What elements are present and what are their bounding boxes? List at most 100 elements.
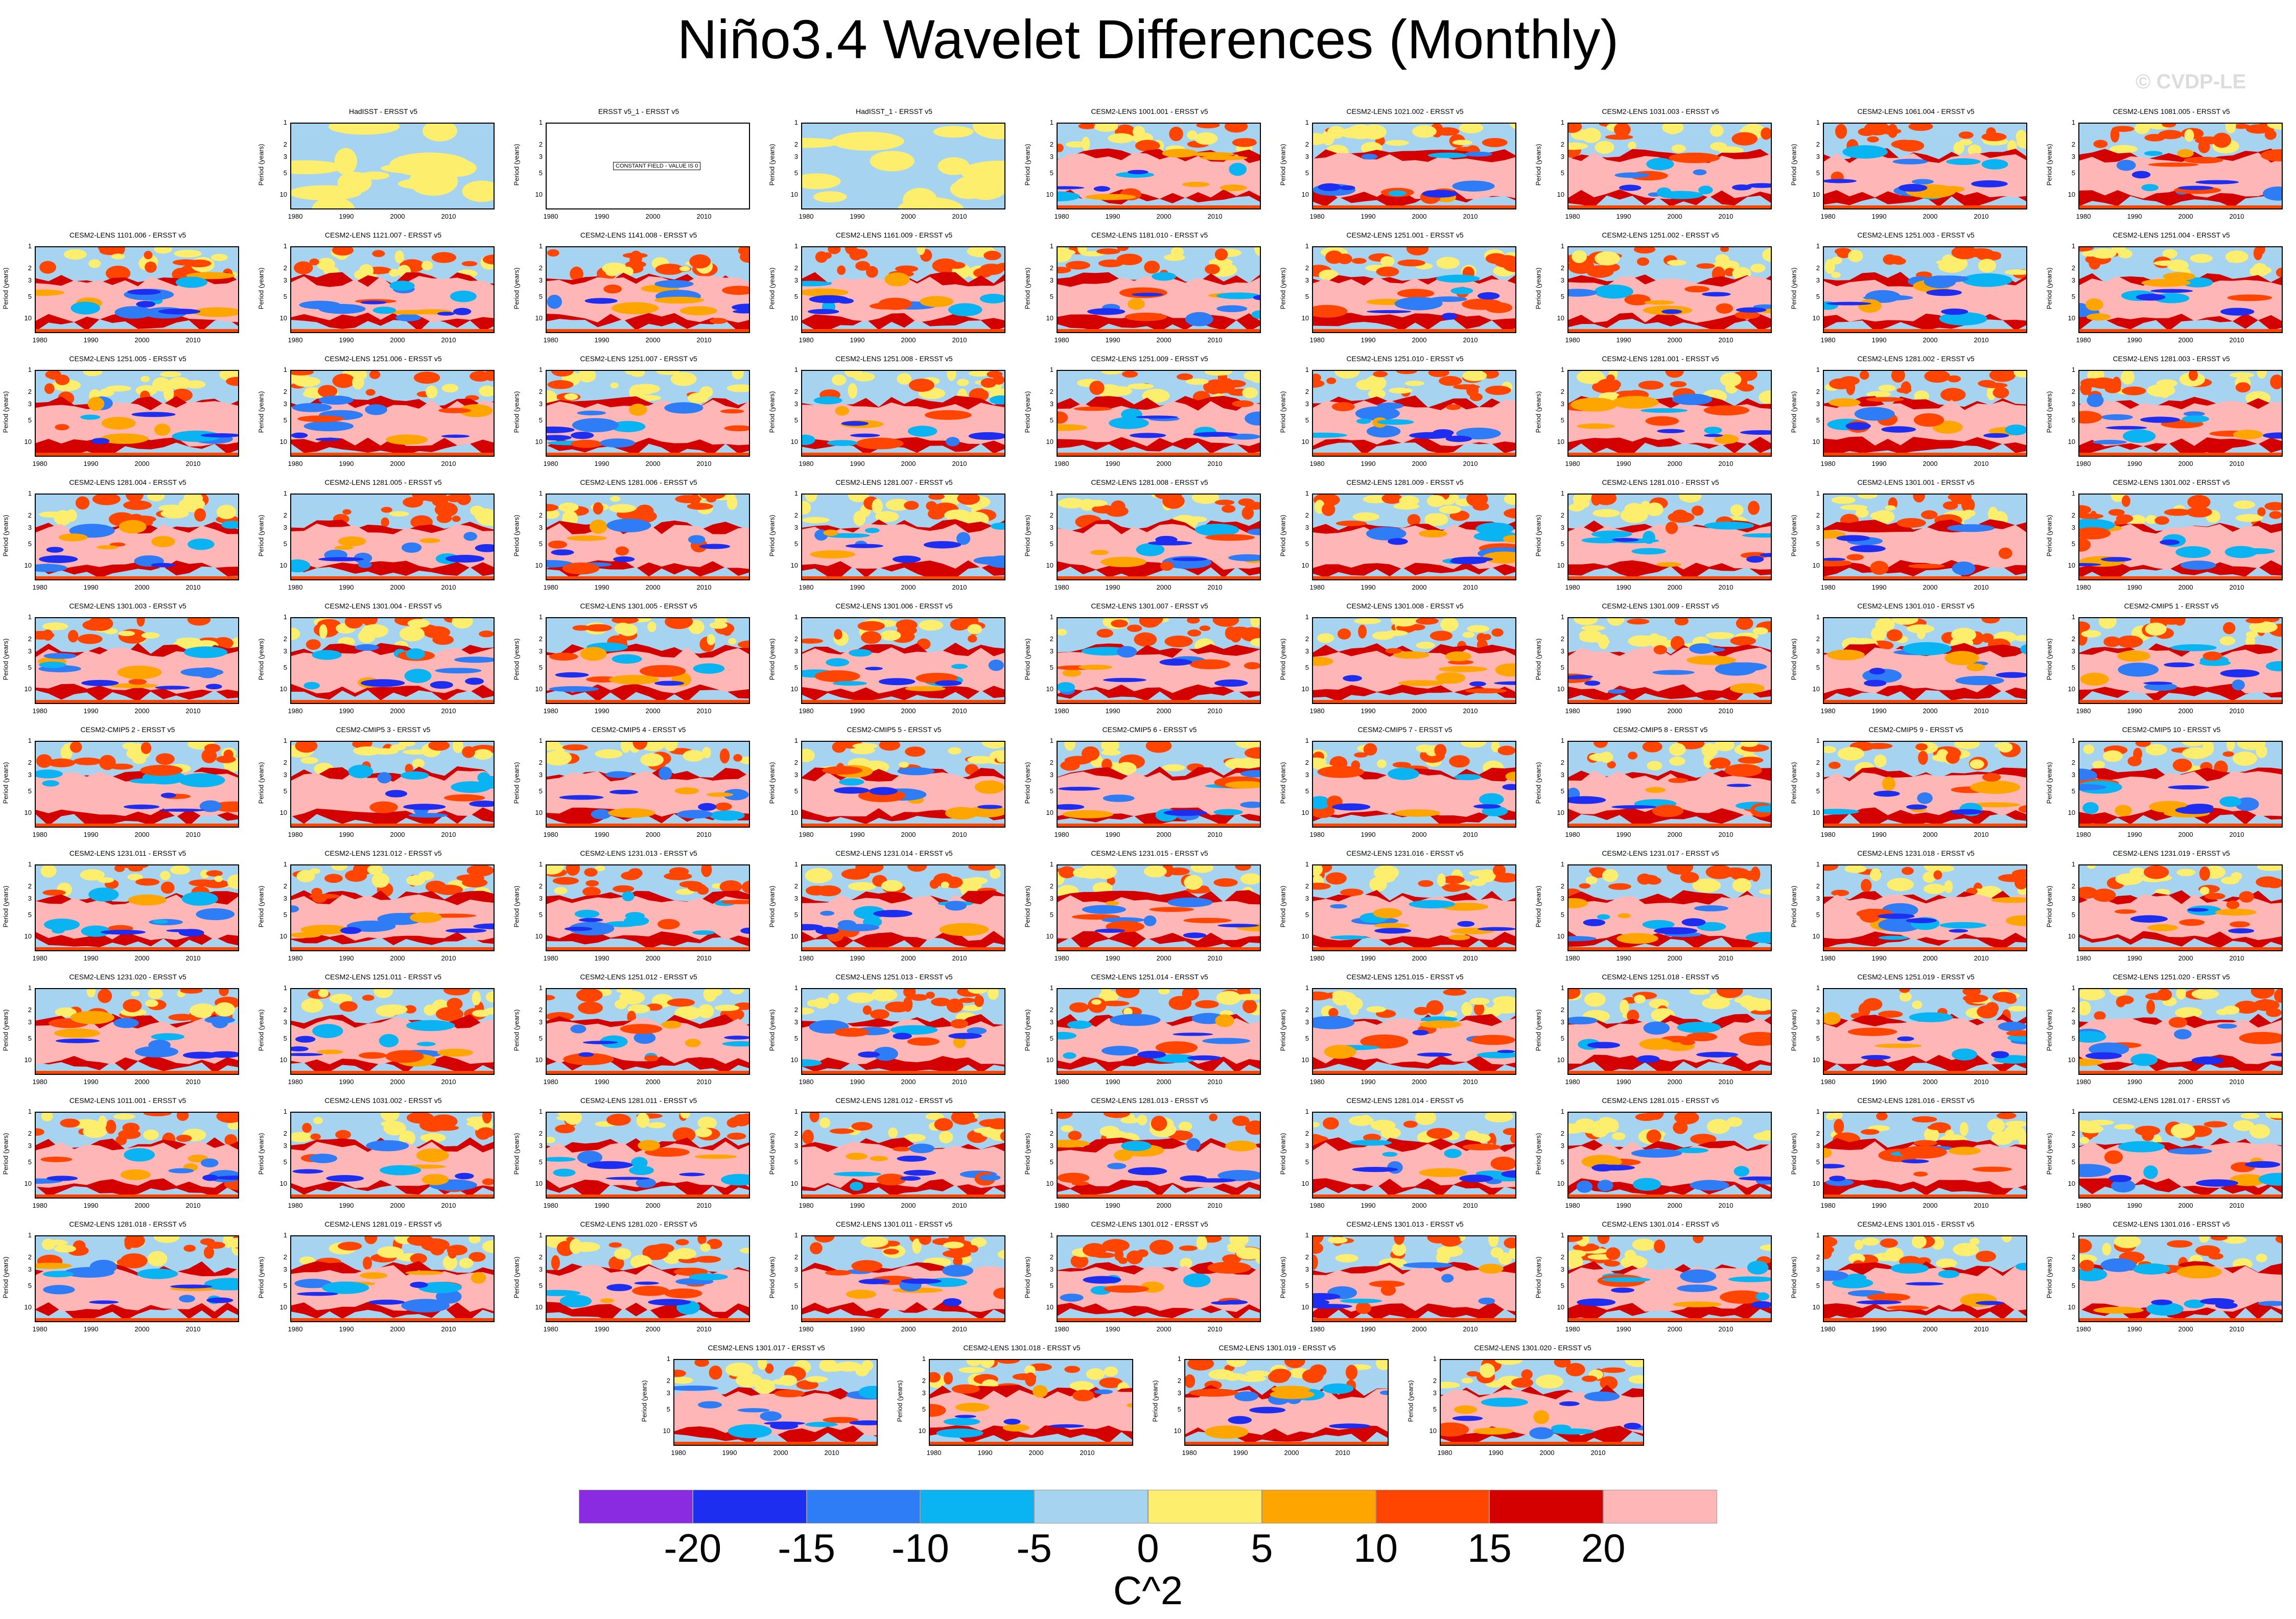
field-band: [1058, 947, 1260, 950]
field-blob: [2079, 1001, 2091, 1016]
field-blob: [1168, 996, 1192, 1011]
y-axis-label: Period (years): [1534, 1256, 1542, 1299]
field-blob: [1908, 564, 1945, 569]
field-blob: [1435, 127, 1460, 136]
field-blob: [1334, 991, 1356, 1004]
field-blob: [172, 259, 199, 266]
field-blob: [348, 764, 373, 779]
field-blob: [65, 509, 77, 522]
colorbar-box: [1603, 1490, 1717, 1523]
field-band: [1058, 1194, 1260, 1198]
x-tick-label: 2010: [2229, 583, 2244, 591]
field-blob: [698, 803, 717, 811]
wavelet-field: [1824, 742, 2026, 827]
wavelet-panel: CESM2-CMIP5 7 - ERSST v5 Period (years) 1 2…: [1277, 725, 1533, 848]
field-blob: [187, 618, 211, 626]
field-blob: [873, 1046, 898, 1061]
field-blob: [148, 1040, 171, 1051]
field-blob: [1209, 1113, 1218, 1121]
field-blob: [2157, 989, 2172, 1001]
field-blob: [410, 1281, 428, 1288]
field-blob: [1313, 1304, 1352, 1309]
field-blob: [770, 1422, 799, 1430]
field-blob: [1654, 1239, 1666, 1253]
field-blob: [1998, 742, 2013, 753]
field-blob: [667, 998, 695, 1007]
y-tick-label: 5: [1049, 1034, 1053, 1042]
field-blob: [970, 1237, 987, 1248]
y-axis-label: Period (years): [2, 762, 10, 804]
panel-title: CESM2-LENS 1301.010 - ERSST v5: [1857, 602, 1975, 610]
field-blob: [967, 624, 982, 635]
wavelet-plot: [1184, 1359, 1389, 1446]
x-tick-label: 2010: [1974, 954, 1989, 962]
field-blob: [1442, 883, 1464, 892]
x-tick-label: 2000: [773, 1449, 788, 1457]
field-blob: [1149, 1239, 1174, 1255]
field-blob: [1584, 681, 1601, 686]
field-blob: [1972, 1166, 2012, 1172]
wavelet-field: [1185, 1360, 1388, 1445]
x-tick-label: 1980: [1565, 336, 1580, 344]
panel-title: CESM2-LENS 1251.004 - ERSST v5: [2113, 231, 2230, 239]
field-band: [36, 947, 238, 950]
field-blob: [1355, 406, 1400, 421]
wavelet-panel: HadISST - ERSST v5 Period (years) 1 2 3 5 10 19…: [255, 107, 511, 230]
field-blob: [1494, 1360, 1523, 1365]
x-tick-label: 2000: [1667, 1202, 1682, 1209]
wavelet-field: [2079, 1113, 2282, 1198]
field-blob: [1584, 992, 1606, 1007]
field-blob: [839, 778, 864, 786]
field-blob: [1189, 659, 1231, 670]
field-band: [1568, 576, 1771, 579]
field-blob: [934, 1118, 953, 1131]
field-blob: [204, 1278, 238, 1290]
field-band: [1568, 1071, 1771, 1074]
field-blob: [1554, 1360, 1571, 1368]
field-blob: [332, 373, 355, 388]
y-tick-label: 5: [1049, 169, 1053, 177]
field-blob: [105, 385, 131, 392]
field-blob: [143, 1113, 172, 1116]
x-tick-label: 2010: [1335, 1449, 1350, 1457]
x-tick-label: 2000: [645, 583, 661, 591]
x-tick-label: 1980: [1309, 460, 1325, 467]
field-blob: [86, 989, 96, 998]
field-blob: [1709, 124, 1724, 137]
field-blob: [111, 253, 125, 260]
y-tick-label: 3: [794, 400, 798, 408]
field-blob: [1441, 1422, 1469, 1437]
field-blob: [2174, 1029, 2192, 1040]
field-blob: [1845, 422, 1871, 430]
y-tick-label: 1: [1049, 489, 1053, 497]
field-blob: [1214, 500, 1235, 505]
panel-title: CESM2-LENS 1061.004 - ERSST v5: [1857, 107, 1975, 115]
field-blob: [1610, 1287, 1635, 1293]
field-blob: [1909, 1012, 1953, 1022]
y-tick-label: 1: [2071, 984, 2075, 992]
field-blob: [735, 1373, 762, 1388]
field-blob: [210, 253, 228, 262]
field-blob: [2015, 1262, 2026, 1271]
wavelet-field: [547, 371, 749, 456]
field-blob: [301, 998, 323, 1013]
field-blob: [556, 1115, 576, 1121]
wavelet-plot: [801, 1235, 1005, 1322]
field-blob: [1003, 1419, 1021, 1425]
field-blob: [1878, 385, 1896, 392]
field-blob: [2187, 495, 2211, 509]
field-blob: [2245, 631, 2258, 638]
field-blob: [1624, 503, 1644, 517]
field-blob: [1366, 310, 1412, 314]
field-blob: [1696, 1051, 1739, 1058]
field-blob: [1065, 261, 1090, 270]
field-blob: [855, 865, 884, 874]
field-blob: [1565, 1363, 1585, 1377]
field-blob: [1313, 1293, 1341, 1300]
y-tick-label: 3: [794, 1142, 798, 1150]
field-blob: [1885, 505, 1896, 511]
wavelet-field: [802, 124, 1004, 208]
y-tick-label: 1: [538, 366, 543, 373]
field-blob: [1947, 524, 1995, 532]
field-blob: [1376, 1360, 1388, 1370]
